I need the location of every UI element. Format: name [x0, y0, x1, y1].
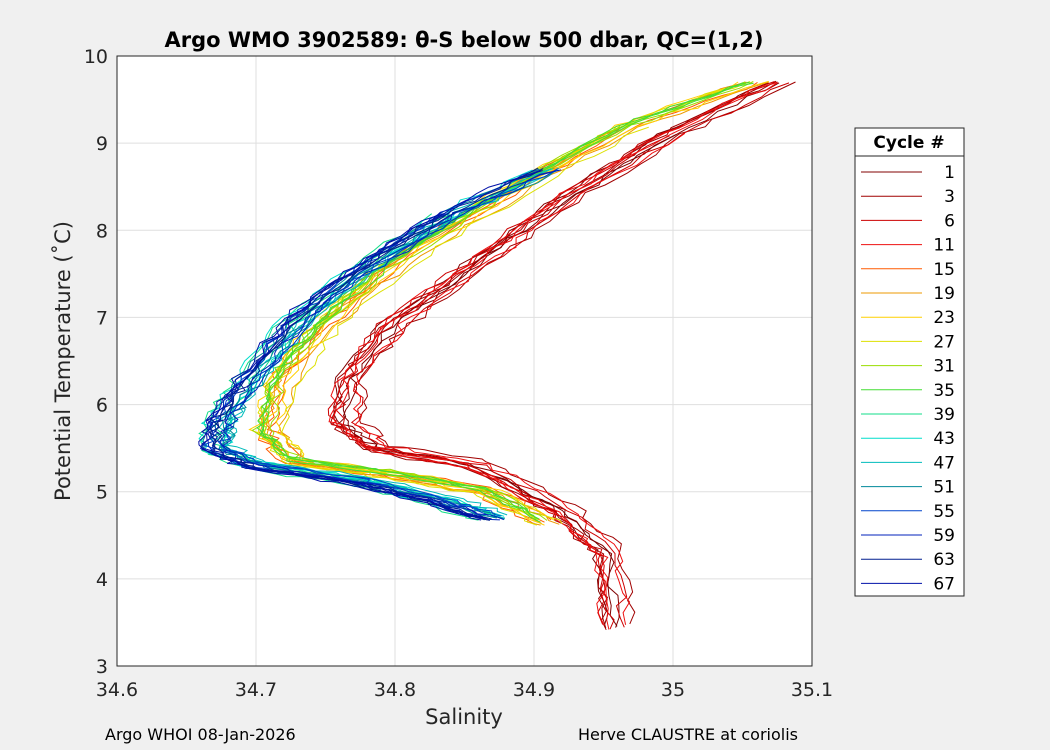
y-tick-label: 3 [96, 656, 108, 678]
profile-line-cycle-3 [333, 80, 777, 631]
axes-frame [116, 55, 813, 667]
x-tick-label: 34.8 [374, 679, 416, 701]
profile-line-cycle-67 [202, 211, 485, 519]
profile-line-cycle-35 [256, 82, 744, 520]
profile-line-cycle-67 [200, 213, 481, 519]
profile-line-cycle-11 [328, 82, 777, 626]
legend-label-35: 35 [933, 381, 955, 401]
x-tick-label: 34.9 [513, 679, 555, 701]
x-tick-label: 34.6 [96, 679, 138, 701]
legend-label-51: 51 [933, 478, 955, 498]
profile-line-cycle-63 [209, 167, 539, 521]
profile-line-cycle-67 [198, 170, 543, 521]
chart-title: Argo WMO 3902589: θ-S below 500 dbar, QC… [165, 28, 764, 52]
legend-label-19: 19 [933, 284, 955, 304]
legend-label-39: 39 [933, 405, 955, 425]
legend-label-31: 31 [933, 357, 955, 377]
x-axis-label: Salinity [425, 705, 503, 729]
legend-label-6: 6 [944, 211, 955, 231]
y-tick-label: 8 [96, 220, 108, 242]
x-tick-label: 35 [661, 679, 685, 701]
legend-label-63: 63 [933, 550, 955, 570]
y-tick-labels: 3 4 5 6 7 8 9 10 [84, 46, 108, 678]
x-tick-label: 35.1 [791, 679, 833, 701]
profile-line-cycle-11 [332, 81, 778, 630]
y-tick-label: 10 [84, 46, 108, 68]
legend-label-11: 11 [933, 236, 955, 256]
x-tick-label: 34.7 [235, 679, 277, 701]
legend-title: Cycle # [873, 133, 944, 153]
legend-label-15: 15 [933, 260, 955, 280]
y-tick-label: 6 [96, 395, 108, 417]
y-tick-label: 5 [96, 482, 108, 504]
legend-label-3: 3 [944, 187, 955, 207]
legend-label-67: 67 [933, 574, 955, 594]
x-tick-labels: 34.6 34.7 34.8 34.9 35 35.1 [96, 679, 833, 701]
legend: Cycle # 1 3 6 11 15 19 23 27 31 35 39 43 47 51 55 59 63 6… [854, 127, 965, 597]
profiles [198, 80, 796, 631]
legend-label-23: 23 [933, 308, 955, 328]
footer-right: Herve CLAUSTRE at coriolis [578, 725, 798, 744]
legend-label-59: 59 [933, 526, 955, 546]
legend-box [854, 127, 965, 597]
profile-line-cycle-1 [342, 82, 780, 627]
profile-line-cycle-63 [211, 213, 492, 520]
y-tick-label: 9 [96, 133, 108, 155]
profile-line-cycle-63 [210, 168, 544, 521]
profile-line-cycle-3 [358, 81, 796, 625]
legend-label-1: 1 [944, 163, 955, 183]
y-tick-label: 4 [96, 569, 108, 591]
y-tick-label: 7 [96, 307, 108, 329]
axes-background [117, 56, 812, 666]
y-axis-label: Potential Temperature (˚C) [51, 221, 75, 501]
legend-label-27: 27 [933, 332, 955, 352]
legend-entries: 1 3 6 11 15 19 23 27 31 35 39 43 47 51 55 59 63 67 [861, 163, 955, 594]
legend-label-47: 47 [933, 453, 955, 473]
footer-left: Argo WHOI 08-Jan-2026 [105, 725, 296, 744]
legend-label-43: 43 [933, 429, 955, 449]
profile-line-cycle-11 [352, 132, 686, 625]
legend-label-55: 55 [933, 502, 955, 522]
